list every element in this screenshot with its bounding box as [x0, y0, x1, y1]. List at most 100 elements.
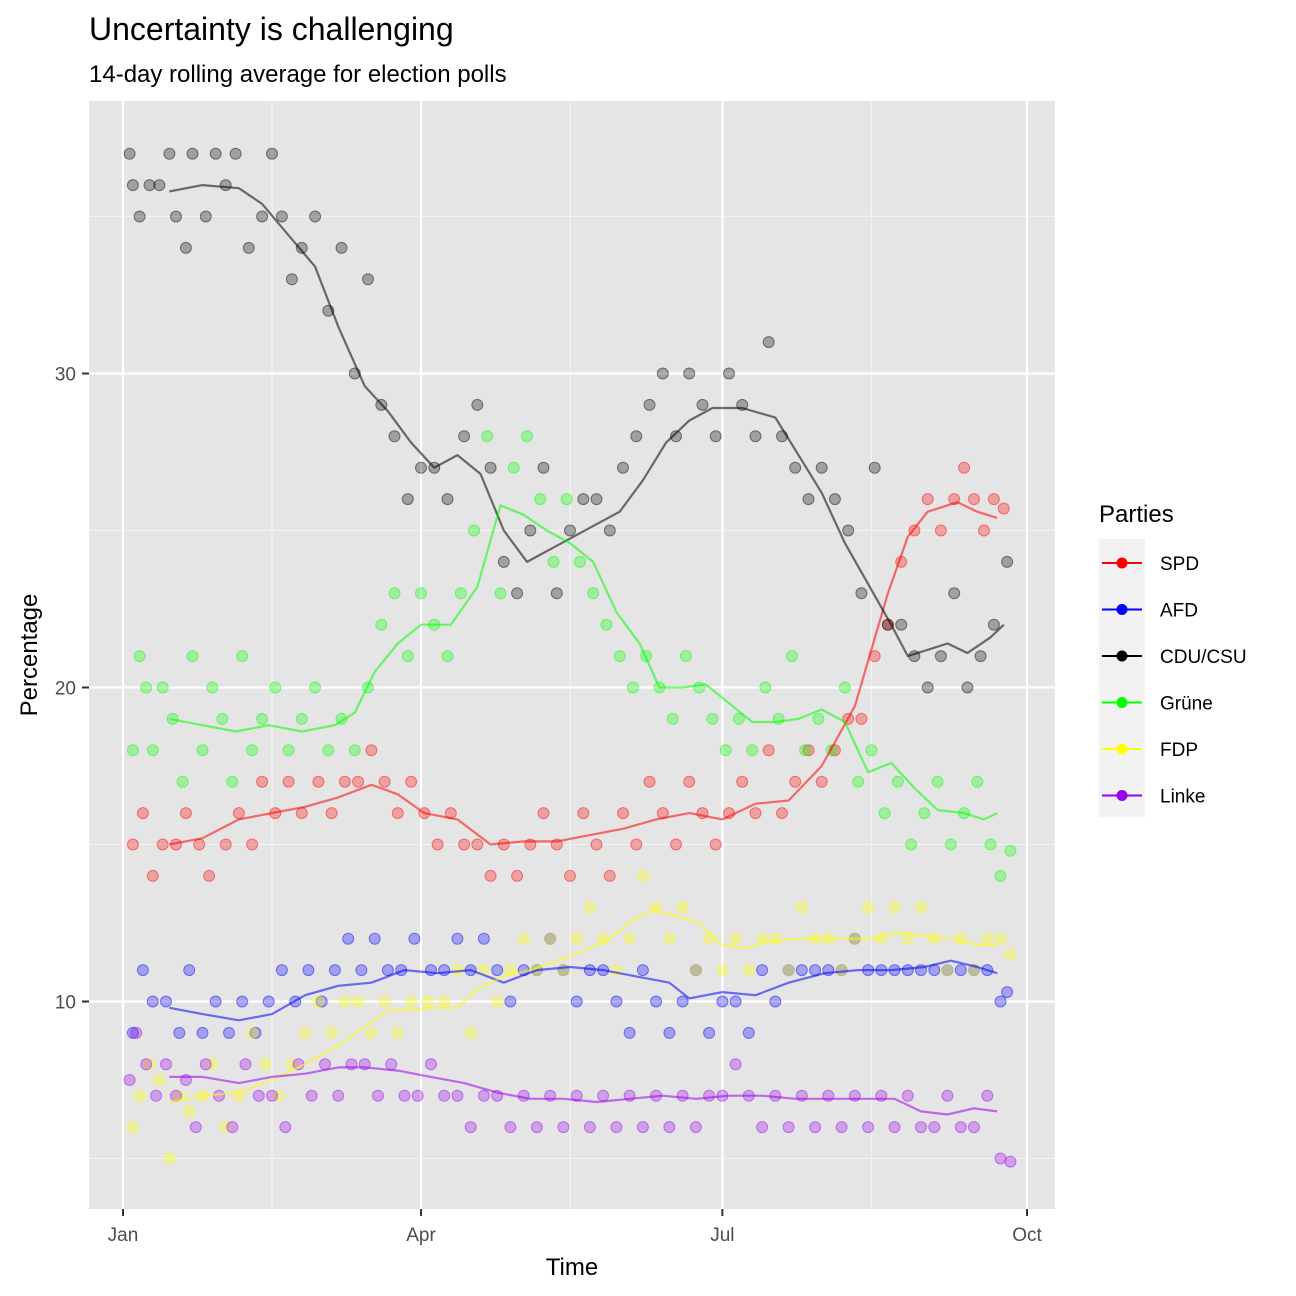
- poll-point-fdp: [663, 932, 676, 945]
- rolling-average-cdu-csu: [169, 184, 1005, 658]
- poll-point-linke: [438, 1089, 451, 1102]
- poll-point-linke: [729, 1058, 742, 1071]
- poll-point-gr-ne: [494, 587, 507, 600]
- poll-point-cdu-csu: [497, 555, 510, 568]
- poll-point-cdu-csu: [401, 493, 414, 506]
- poll-point-gr-ne: [140, 681, 153, 694]
- rolling-average-afd: [169, 959, 998, 1022]
- poll-point-spd: [126, 838, 139, 851]
- poll-point-linke: [557, 1121, 570, 1134]
- poll-point-gr-ne: [891, 775, 904, 788]
- poll-point-linke: [756, 1121, 769, 1134]
- poll-point-afd: [1001, 986, 1014, 999]
- poll-point-spd: [670, 838, 682, 851]
- poll-point-fdp: [517, 932, 530, 945]
- y-axis-title: Percentage: [16, 594, 43, 717]
- legend-items: SPD AFD CDU/CSU Grüne FDP Linke: [1102, 554, 1247, 808]
- poll-point-fdp: [352, 995, 365, 1008]
- x-tick-label: Oct: [1012, 1225, 1042, 1246]
- legend-label-cdu-csu: CDU/CSU: [1160, 647, 1247, 668]
- poll-point-gr-ne: [196, 744, 209, 757]
- poll-point-afd: [491, 964, 504, 977]
- poll-point-gr-ne: [415, 587, 427, 600]
- poll-point-fdp: [716, 964, 729, 977]
- poll-point-linke: [968, 1121, 980, 1134]
- poll-point-cdu-csu: [974, 650, 987, 663]
- poll-point-gr-ne: [226, 775, 239, 788]
- poll-point-spd: [978, 524, 990, 537]
- legend-label-afd: AFD: [1160, 601, 1198, 622]
- legend-key-point-afd: [1116, 604, 1128, 615]
- poll-point-cdu-csu: [199, 210, 212, 223]
- poll-point-spd: [246, 838, 259, 851]
- poll-point-linke: [862, 1121, 875, 1134]
- poll-point-spd: [511, 869, 524, 882]
- poll-point-linke: [782, 1121, 795, 1134]
- poll-point-cdu-csu: [617, 461, 629, 474]
- rolling-average-linke: [169, 1066, 998, 1116]
- legend-key-point-gr-ne: [1116, 697, 1128, 708]
- poll-point-cdu-csu: [126, 179, 139, 192]
- poll-point-cdu-csu: [855, 587, 868, 600]
- poll-point-cdu-csu: [256, 210, 269, 223]
- poll-point-cdu-csu: [415, 461, 427, 474]
- poll-point-linke: [994, 1152, 1007, 1165]
- poll-point-spd: [391, 807, 404, 820]
- poll-point-afd: [408, 932, 421, 945]
- poll-point-fdp: [769, 932, 782, 945]
- poll-point-fdp: [570, 932, 583, 945]
- poll-point-gr-ne: [176, 775, 189, 788]
- poll-point-spd: [282, 775, 295, 788]
- poll-point-afd: [729, 995, 742, 1008]
- poll-point-spd: [577, 807, 590, 820]
- poll-point-cdu-csu: [242, 241, 255, 254]
- poll-point-linke: [915, 1121, 927, 1134]
- poll-point-cdu-csu: [643, 398, 656, 411]
- poll-point-linke: [189, 1121, 202, 1134]
- lines-layer: [169, 184, 1005, 1116]
- poll-point-linke: [941, 1089, 954, 1102]
- poll-point-gr-ne: [719, 744, 732, 757]
- poll-point-fdp: [365, 1026, 378, 1039]
- poll-point-cdu-csu: [895, 618, 908, 631]
- poll-point-fdp: [491, 995, 504, 1008]
- poll-point-gr-ne: [706, 712, 719, 725]
- poll-point-fdp: [299, 1026, 312, 1039]
- poll-point-cdu-csu: [153, 179, 166, 192]
- poll-point-spd: [683, 775, 696, 788]
- grid-minor: [89, 101, 1055, 1209]
- poll-point-cdu-csu: [170, 210, 182, 223]
- poll-point-gr-ne: [746, 744, 759, 757]
- poll-point-gr-ne: [944, 838, 957, 851]
- poll-point-fdp: [183, 1105, 196, 1118]
- poll-point-linke: [130, 1026, 143, 1039]
- poll-point-cdu-csu: [550, 587, 563, 600]
- poll-point-spd: [958, 461, 971, 474]
- poll-point-spd: [537, 807, 550, 820]
- poll-point-afd: [315, 995, 328, 1008]
- y-tick-label: 20: [55, 679, 76, 700]
- poll-point-cdu-csu: [590, 493, 603, 506]
- poll-point-gr-ne: [507, 461, 520, 474]
- poll-point-afd: [756, 964, 769, 977]
- poll-point-gr-ne: [838, 681, 851, 694]
- poll-point-gr-ne: [246, 744, 259, 757]
- poll-point-gr-ne: [732, 712, 745, 725]
- poll-point-linke: [123, 1074, 136, 1086]
- poll-point-cdu-csu: [524, 524, 537, 537]
- poll-point-linke: [160, 1058, 172, 1071]
- poll-point-linke: [517, 1089, 530, 1102]
- poll-point-afd: [636, 964, 649, 977]
- poll-point-afd: [249, 1026, 262, 1039]
- poll-point-gr-ne: [256, 712, 269, 725]
- legend: Parties SPD AFD CDU/CSU Grüne FDP Linke: [1099, 501, 1247, 817]
- poll-point-cdu-csu: [683, 367, 696, 380]
- poll-point-afd: [451, 932, 464, 945]
- poll-point-afd: [570, 995, 583, 1008]
- poll-point-fdp: [246, 1026, 259, 1039]
- poll-point-gr-ne: [994, 869, 1007, 882]
- poll-point-gr-ne: [322, 744, 335, 757]
- poll-point-gr-ne: [547, 555, 560, 568]
- poll-point-afd: [901, 964, 914, 977]
- poll-point-linke: [425, 1058, 437, 1071]
